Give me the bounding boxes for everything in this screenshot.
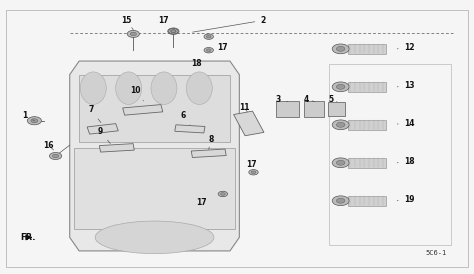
- Circle shape: [169, 28, 178, 34]
- FancyBboxPatch shape: [348, 158, 386, 168]
- Text: 17: 17: [196, 198, 207, 207]
- Circle shape: [332, 44, 349, 54]
- Circle shape: [332, 158, 349, 168]
- Text: 12: 12: [397, 43, 414, 52]
- FancyBboxPatch shape: [79, 75, 230, 142]
- Circle shape: [332, 82, 349, 92]
- Ellipse shape: [95, 221, 214, 254]
- Text: 19: 19: [397, 195, 414, 204]
- Circle shape: [332, 196, 349, 206]
- FancyBboxPatch shape: [304, 101, 324, 117]
- Text: 14: 14: [397, 119, 414, 128]
- Text: 5: 5: [328, 95, 337, 104]
- Circle shape: [204, 47, 213, 53]
- Text: 5C6-1: 5C6-1: [426, 250, 447, 256]
- Text: 6: 6: [180, 111, 190, 125]
- Ellipse shape: [80, 72, 106, 104]
- Text: 2: 2: [192, 16, 265, 32]
- Circle shape: [130, 32, 137, 36]
- Ellipse shape: [116, 72, 142, 104]
- Circle shape: [27, 117, 41, 125]
- Text: 17: 17: [246, 160, 256, 169]
- FancyBboxPatch shape: [348, 82, 386, 92]
- FancyBboxPatch shape: [348, 120, 386, 130]
- FancyBboxPatch shape: [191, 149, 226, 158]
- FancyBboxPatch shape: [87, 124, 118, 134]
- Ellipse shape: [186, 72, 212, 104]
- Text: 17: 17: [218, 43, 228, 52]
- Text: 7: 7: [88, 105, 101, 122]
- Circle shape: [206, 35, 211, 38]
- Circle shape: [337, 84, 345, 89]
- Text: 11: 11: [239, 103, 249, 112]
- Circle shape: [332, 120, 349, 130]
- Text: 3: 3: [276, 95, 288, 104]
- Circle shape: [251, 171, 256, 174]
- Ellipse shape: [151, 72, 177, 104]
- Circle shape: [206, 49, 211, 52]
- Circle shape: [337, 122, 345, 127]
- Text: 18: 18: [397, 157, 414, 166]
- FancyBboxPatch shape: [123, 105, 163, 115]
- Circle shape: [337, 160, 345, 165]
- Circle shape: [171, 30, 176, 33]
- Circle shape: [168, 28, 179, 35]
- Text: 16: 16: [43, 141, 54, 150]
- Text: 17: 17: [159, 16, 174, 28]
- Text: 4: 4: [304, 95, 315, 104]
- Text: 9: 9: [98, 127, 110, 144]
- FancyBboxPatch shape: [276, 101, 299, 117]
- FancyBboxPatch shape: [234, 111, 264, 136]
- Circle shape: [31, 119, 38, 123]
- Circle shape: [204, 34, 213, 39]
- FancyBboxPatch shape: [348, 196, 386, 206]
- Circle shape: [218, 191, 228, 197]
- Circle shape: [53, 154, 59, 158]
- Circle shape: [220, 193, 225, 195]
- Circle shape: [337, 46, 345, 51]
- FancyBboxPatch shape: [175, 125, 205, 133]
- FancyBboxPatch shape: [328, 102, 346, 116]
- Text: 10: 10: [130, 86, 144, 101]
- Text: 15: 15: [121, 16, 133, 30]
- Polygon shape: [70, 61, 239, 251]
- Text: 8: 8: [209, 135, 214, 149]
- Text: 13: 13: [397, 81, 414, 90]
- Circle shape: [127, 30, 139, 38]
- FancyBboxPatch shape: [348, 44, 386, 54]
- Text: 18: 18: [191, 59, 202, 68]
- Circle shape: [337, 198, 345, 203]
- Text: 1: 1: [22, 111, 35, 121]
- FancyBboxPatch shape: [100, 144, 134, 152]
- Text: FR.: FR.: [20, 233, 36, 242]
- Circle shape: [249, 170, 258, 175]
- Circle shape: [49, 152, 62, 159]
- FancyBboxPatch shape: [74, 148, 235, 229]
- Circle shape: [171, 30, 176, 33]
